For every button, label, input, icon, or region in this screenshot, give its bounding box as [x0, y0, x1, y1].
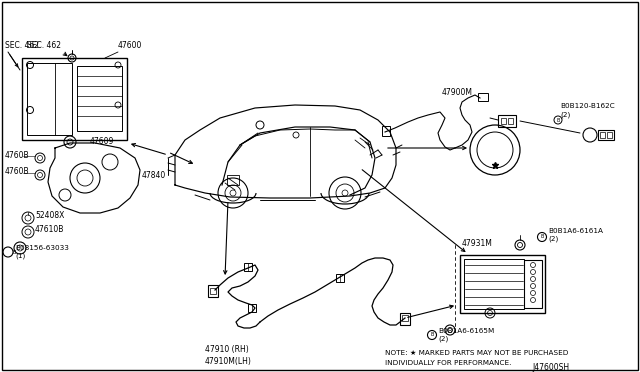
- Text: 52408X: 52408X: [35, 211, 65, 219]
- Bar: [22, 58, 127, 140]
- Bar: [248, 304, 256, 312]
- Text: SEC. 462: SEC. 462: [27, 41, 61, 50]
- Text: J47600SH: J47600SH: [533, 363, 570, 372]
- Bar: [27, 63, 72, 135]
- Bar: [460, 255, 545, 313]
- Text: B0B120-B162C
(2): B0B120-B162C (2): [560, 103, 615, 118]
- Text: SEC. 462: SEC. 462: [5, 41, 39, 50]
- Bar: [464, 259, 524, 309]
- Bar: [336, 274, 344, 282]
- Text: B0B1A6-6165M
(2): B0B1A6-6165M (2): [438, 328, 494, 342]
- Bar: [498, 115, 516, 127]
- Bar: [208, 285, 218, 297]
- Text: 47931M: 47931M: [462, 239, 493, 248]
- Bar: [501, 118, 506, 124]
- Bar: [210, 288, 216, 294]
- Bar: [478, 93, 488, 101]
- Bar: [382, 126, 390, 136]
- Text: B0B1A6-6161A
(2): B0B1A6-6161A (2): [548, 228, 603, 242]
- Text: B: B: [540, 234, 544, 240]
- Bar: [600, 132, 605, 138]
- Bar: [598, 130, 614, 140]
- Bar: [524, 260, 542, 308]
- Text: 47600: 47600: [118, 41, 142, 50]
- Bar: [77, 66, 122, 131]
- Text: 4760B: 4760B: [5, 167, 29, 176]
- Text: INDIVIDUALLY FOR PERFORMANCE.: INDIVIDUALLY FOR PERFORMANCE.: [385, 360, 511, 366]
- Text: 47609: 47609: [90, 138, 115, 147]
- Text: 47610B: 47610B: [35, 225, 65, 234]
- Bar: [227, 175, 239, 185]
- Text: B08156-63033
(1): B08156-63033 (1): [15, 245, 69, 259]
- Text: B: B: [430, 333, 434, 337]
- Bar: [402, 315, 408, 321]
- Text: 4760B: 4760B: [5, 151, 29, 160]
- Bar: [400, 313, 410, 325]
- Text: B: B: [556, 118, 560, 122]
- Text: B: B: [12, 250, 16, 254]
- Text: 47910 (RH)
47910M(LH): 47910 (RH) 47910M(LH): [205, 345, 252, 366]
- Bar: [607, 132, 612, 138]
- Text: NOTE: ★ MARKED PARTS MAY NOT BE PURCHASED: NOTE: ★ MARKED PARTS MAY NOT BE PURCHASE…: [385, 350, 568, 356]
- Text: 47900M: 47900M: [442, 88, 473, 97]
- Bar: [508, 118, 513, 124]
- Bar: [244, 263, 252, 271]
- Text: 47840: 47840: [142, 170, 166, 180]
